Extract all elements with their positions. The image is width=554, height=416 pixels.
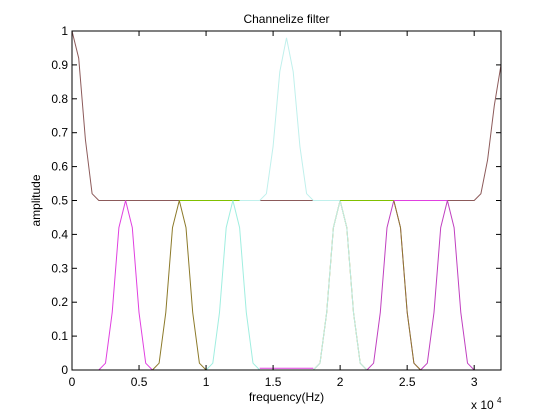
y-tick-label: 0.4 [51, 227, 68, 241]
y-tick-label: 0 [61, 363, 68, 377]
series-layer [71, 30, 502, 371]
x-tick-label: 3 [471, 375, 478, 389]
x-axis-label: frequency(Hz) [249, 390, 324, 404]
y-tick-label: 0.2 [51, 295, 68, 309]
x-tick-label: 0.5 [131, 375, 148, 389]
chart-title: Channelize filter [243, 12, 329, 26]
x-axis-exponent-base: x 10 [471, 398, 494, 412]
y-axis-label: amplitude [29, 174, 43, 226]
x-tick-label: 2.5 [399, 375, 416, 389]
y-tick-label: 1 [61, 24, 68, 38]
x-tick-label: 1 [203, 375, 210, 389]
x-axis-exponent: x 10 4 [471, 396, 502, 412]
y-tick-label: 0.6 [51, 160, 68, 174]
x-tick-label: 0 [69, 375, 76, 389]
x-axis-exponent-power: 4 [497, 396, 502, 405]
y-tick-label: 0.9 [51, 58, 68, 72]
series-line-13 [420, 200, 475, 371]
y-axis-ticks: 0 0.1 0.2 0.3 0.4 0.5 0.6 0.7 0.8 0.9 1 [51, 24, 501, 377]
y-tick-label: 0.8 [51, 92, 68, 106]
y-tick-label: 0.7 [51, 126, 68, 140]
series-line-1 [98, 200, 160, 371]
x-axis-ticks: 0 0.5 1 1.5 2 2.5 3 [69, 31, 478, 389]
y-tick-label: 0.5 [51, 194, 68, 208]
series-line-4 [205, 200, 261, 371]
series-line-5 [239, 37, 341, 201]
y-tick-label: 0.1 [51, 329, 68, 343]
x-tick-label: 2 [337, 375, 344, 389]
y-tick-label: 0.3 [51, 261, 68, 275]
x-tick-label: 1.5 [265, 375, 282, 389]
series-line-0 [71, 30, 502, 201]
